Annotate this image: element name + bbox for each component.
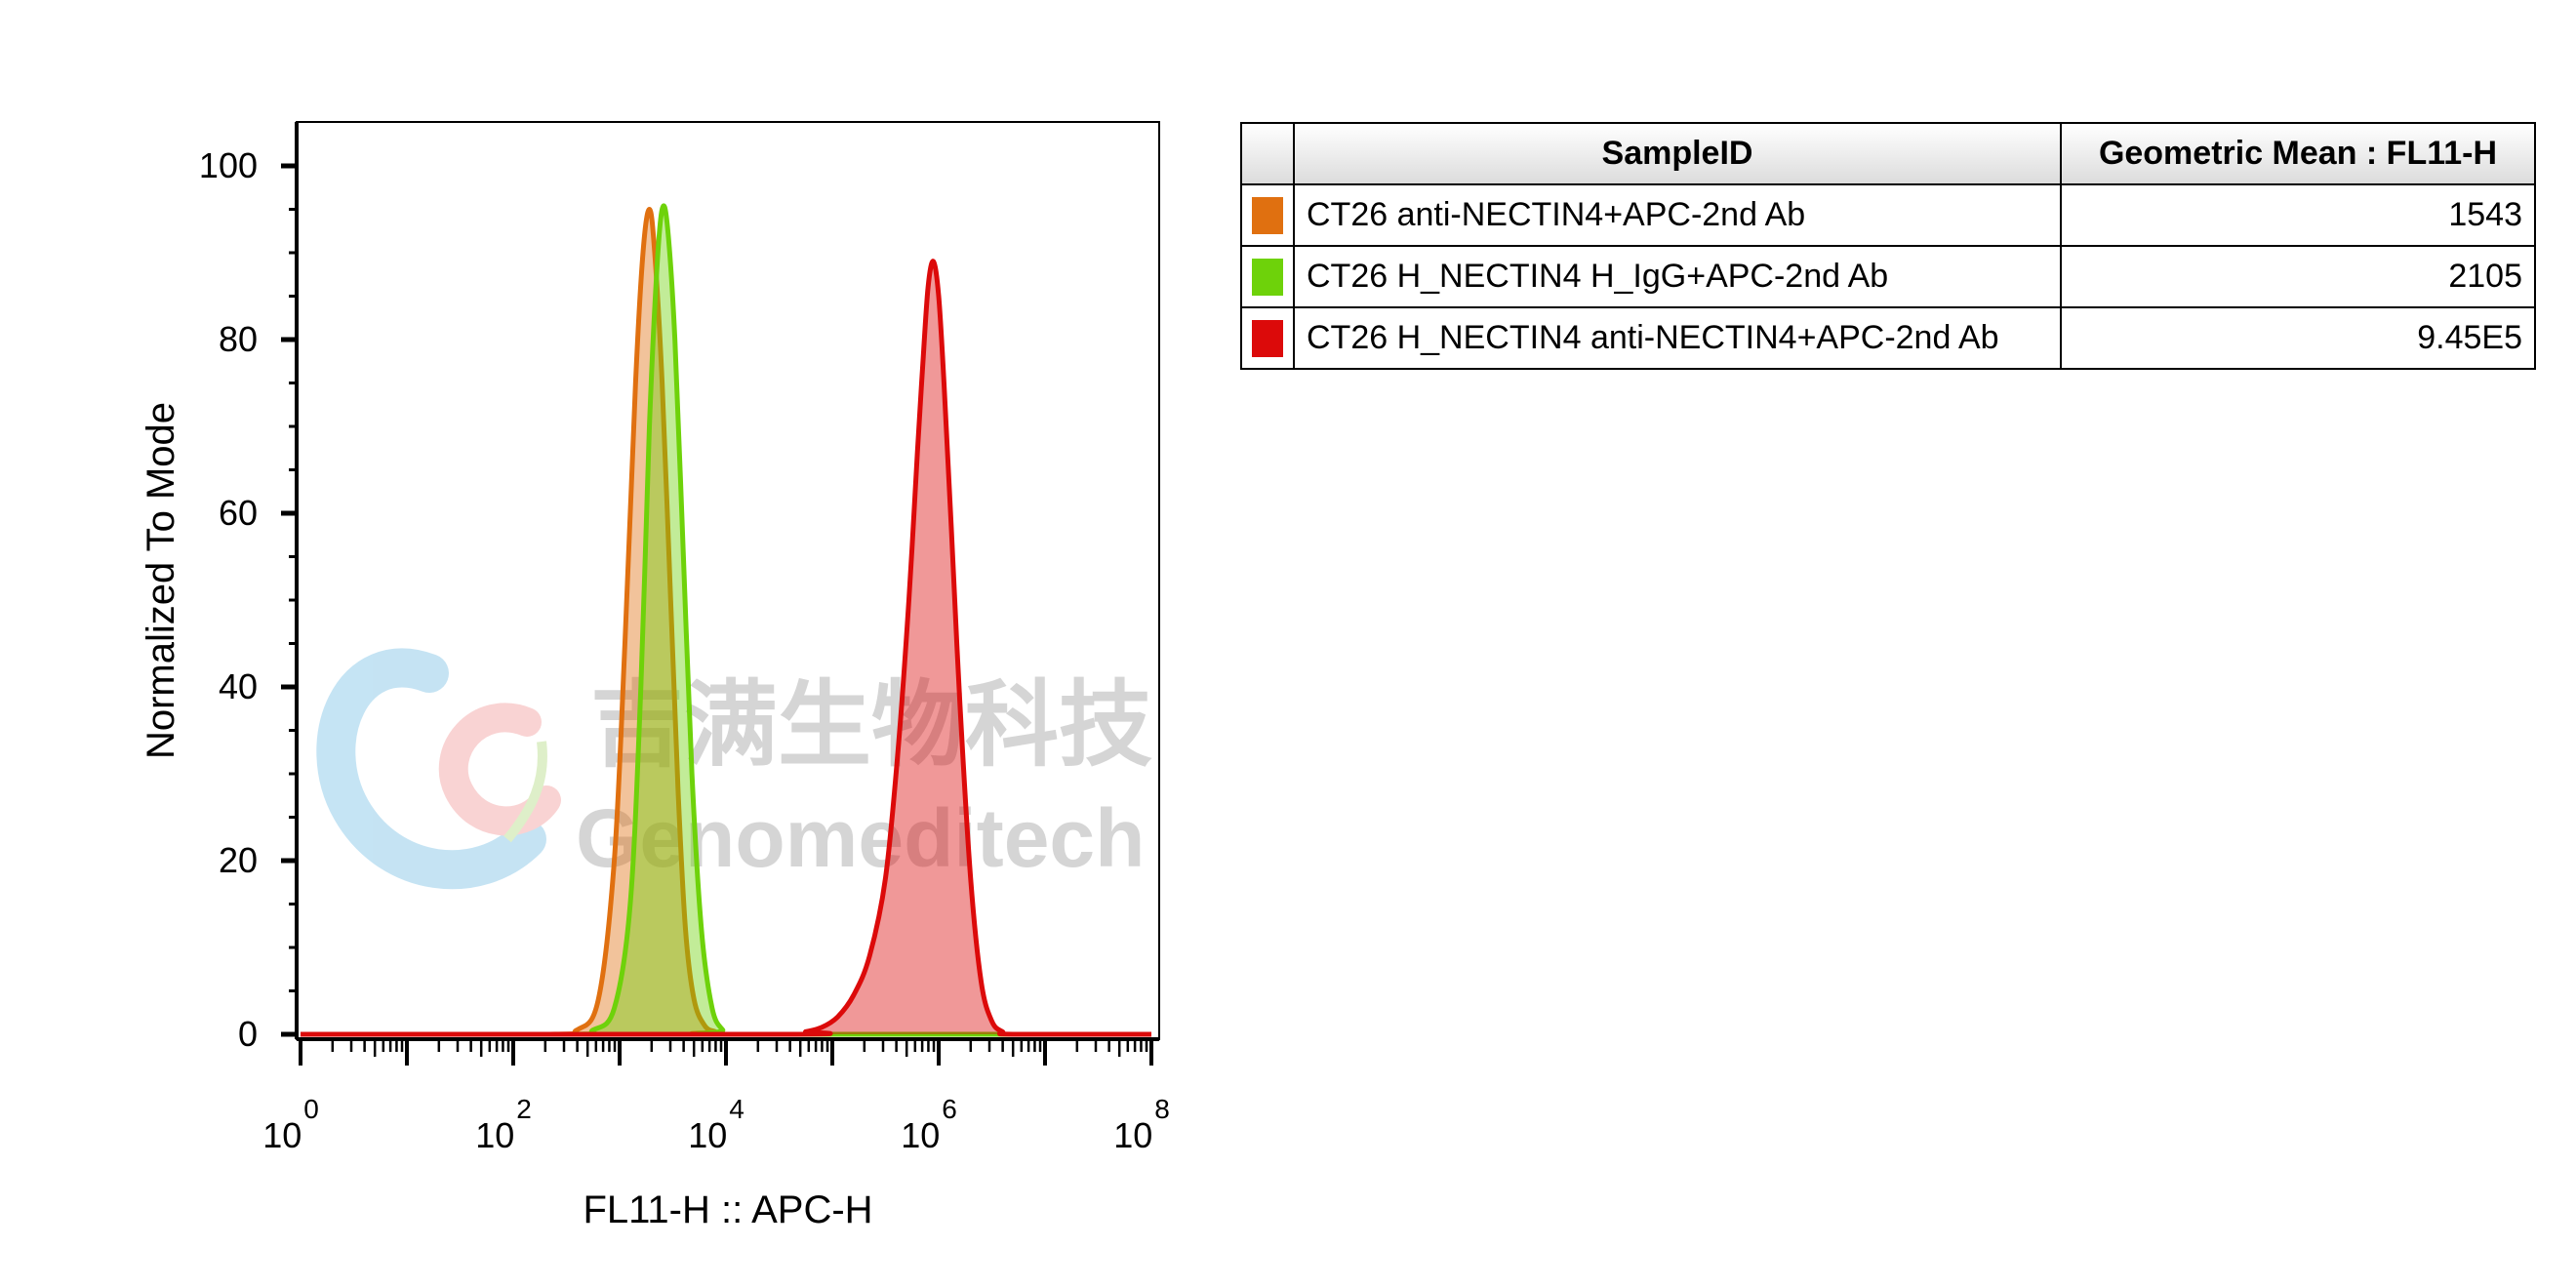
legend-swatch-cell — [1240, 245, 1295, 308]
x-tick-label: 104 — [688, 1094, 745, 1155]
y-axis-title: Normalized To Mode — [140, 402, 182, 759]
series-area-3 — [301, 261, 1151, 1034]
legend-swatch-cell — [1240, 183, 1295, 247]
y-tick-label: 100 — [199, 145, 258, 185]
legend-swatch — [1252, 319, 1283, 357]
legend-table: SampleID Geometric Mean : FL11-H CT26 an… — [1240, 122, 2536, 370]
x-tick-label: 106 — [901, 1094, 957, 1155]
axes-layer: 0 20 40 60 80 100 100 102 104 106 108 — [199, 122, 1170, 1155]
legend-geomean-value: 2105 — [2060, 245, 2536, 308]
legend-header-geomean: Geometric Mean : FL11-H — [2060, 122, 2536, 185]
legend-header-sampleid: SampleID — [1293, 122, 2062, 185]
series-layer — [300, 203, 1151, 1037]
watermark-english: Genomeditech — [576, 792, 1145, 884]
x-tick-label: 100 — [262, 1094, 319, 1155]
series-line-1 — [300, 207, 1151, 1037]
legend-row: CT26 H_NECTIN4 H_IgG+APC-2nd Ab 2105 — [1240, 245, 2536, 308]
legend-geomean-value: 1543 — [2060, 183, 2536, 247]
y-tick-label: 40 — [219, 666, 258, 706]
series-line-3 — [300, 259, 1151, 1037]
y-tick-label: 20 — [219, 840, 258, 880]
y-tick-label: 0 — [238, 1014, 258, 1054]
legend-sample-name: CT26 anti-NECTIN4+APC-2nd Ab — [1293, 183, 2062, 247]
legend-header-row: SampleID Geometric Mean : FL11-H — [1240, 122, 2536, 185]
watermark-chinese: 吉满生物科技 — [590, 670, 1152, 780]
watermark: 吉满生物科技 Genomeditech — [316, 648, 1152, 890]
legend-header-swatch — [1240, 122, 1295, 185]
series-area-1 — [301, 209, 1151, 1034]
legend-row: CT26 H_NECTIN4 anti-NECTIN4+APC-2nd Ab 9… — [1240, 306, 2536, 370]
series-line-2 — [300, 203, 1151, 1037]
x-tick-label: 102 — [475, 1094, 532, 1155]
legend-swatch — [1252, 196, 1283, 234]
y-tick-label: 80 — [219, 319, 258, 359]
x-axis-title: FL11-H :: APC-H — [583, 1188, 872, 1231]
series-area-2 — [301, 205, 1151, 1034]
legend-swatch-cell — [1240, 306, 1295, 370]
y-tick-label: 60 — [219, 493, 258, 533]
watermark-logo-icon — [316, 648, 561, 890]
legend-sample-name: CT26 H_NECTIN4 H_IgG+APC-2nd Ab — [1293, 245, 2062, 308]
x-tick-label: 108 — [1113, 1094, 1170, 1155]
legend-sample-name: CT26 H_NECTIN4 anti-NECTIN4+APC-2nd Ab — [1293, 306, 2062, 370]
legend-row: CT26 anti-NECTIN4+APC-2nd Ab 1543 — [1240, 183, 2536, 247]
legend-swatch — [1252, 258, 1283, 296]
legend-geomean-value: 9.45E5 — [2060, 306, 2536, 370]
plot-frame — [296, 121, 1160, 1040]
